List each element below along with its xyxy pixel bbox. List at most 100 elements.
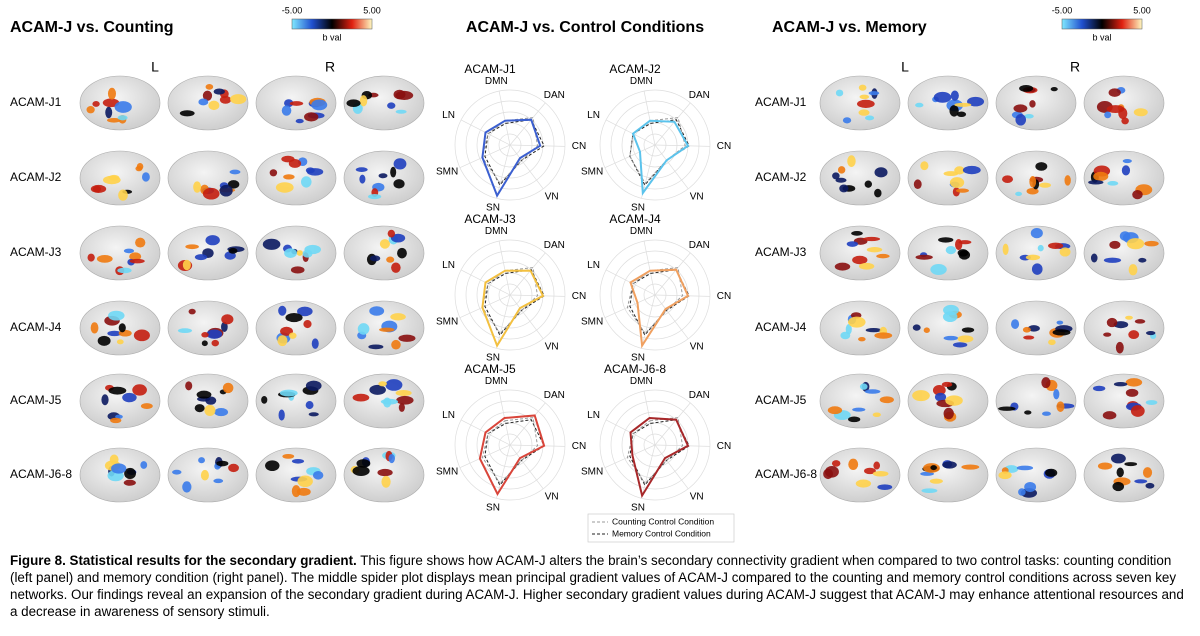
hemisphere-label: L [151,59,159,75]
brain-activation [876,253,890,259]
legend-label: Counting Control Condition [612,516,714,526]
brain-activation [1041,377,1051,389]
row-label: ACAM-J2 [10,170,62,184]
brain-activation [278,305,287,316]
brain-activation [1064,175,1071,186]
radar-ring [599,239,711,351]
brain-activation [391,339,401,350]
brain-activation [848,316,866,328]
brain-activation [277,335,288,347]
brain-activation [283,174,295,180]
brain-activation [308,412,319,417]
brain-activation [1104,111,1112,119]
brain-activation [1088,180,1104,185]
brain-activation [92,100,100,107]
brain-activation [201,340,208,347]
brain-activation [1042,411,1051,416]
brain-activation [840,331,851,340]
brain-activation [105,106,113,119]
brain-surface [255,150,337,206]
brain-activation [1053,389,1060,400]
radar-spoke [643,241,656,296]
brain-activation [265,460,280,472]
radar-axis-label: LN [442,410,455,421]
brain-activation [943,407,954,420]
brain-activation [188,308,196,315]
brain-surface [819,300,901,356]
brain-activation [114,101,132,113]
brain-activation [865,115,875,121]
radar-line [626,417,684,485]
radar-spoke [509,402,546,446]
brain-activation [866,247,883,253]
brain-activation [107,330,122,337]
brain-activation [213,88,225,95]
brain-activation [1107,181,1119,186]
colorbar-min: -5.00 [1052,5,1073,15]
brain-activation [1138,257,1147,263]
radar-axis-label: DMN [630,376,653,387]
brain-surface [995,225,1077,281]
brain-activation [305,380,322,391]
radar-axis-label: SMN [581,466,603,477]
radar-axis-label: SMN [581,316,603,327]
brain-activation [1121,165,1131,176]
brain-activation [200,469,209,481]
brain-activation [219,95,232,104]
brain-activation [868,91,880,96]
radar-title: ACAM-J4 [609,212,661,226]
brain-activation [201,332,209,338]
brain-activation [1030,228,1043,239]
brain-activation [1125,388,1139,397]
legend-label: Memory Control Condition [612,528,711,538]
brain-activation [198,457,205,464]
brain-activation [230,94,247,105]
brain-activation [229,169,241,175]
brain-activation [835,89,844,97]
brain-activation [967,96,985,107]
brain-activation [107,87,116,100]
radar-spoke [654,444,689,490]
brain-activation [1128,330,1140,339]
panel-title: ACAM-J vs. Counting [10,19,174,36]
radar-ring [632,122,678,168]
brain-activation [942,311,958,323]
brain-activation [1052,329,1071,336]
brain-activation [395,90,414,100]
radar-spoke [654,144,689,190]
brain-activation [923,327,930,333]
radar-axis-label: VN [690,491,704,502]
brain-activation [1106,317,1118,328]
radar-spoke [654,102,691,146]
brain-activation [1133,108,1148,117]
brain-activation [1134,479,1148,484]
brain-activation [877,484,893,490]
brain-activation [848,416,861,423]
radar-title: ACAM-J1 [464,62,516,76]
caption-label: Figure 8. Statistical results for the se… [10,553,357,568]
brain-surface [907,447,989,503]
brain-activation [288,159,302,168]
radar-title: ACAM-J2 [609,62,661,76]
brain-activation [301,176,312,188]
radar-axis-label: SN [486,203,500,214]
brain-activation [1130,405,1145,417]
brain-activation [390,313,406,321]
brain-activation [386,256,395,263]
brain-activation [1029,100,1036,108]
brain-activation [1102,411,1117,420]
brain-activation [1039,182,1051,188]
radar-spoke [509,294,544,340]
radar-title: ACAM-J5 [464,362,516,376]
brain-activation [962,165,981,175]
brain-surface [995,75,1077,131]
radar-spoke [654,252,691,296]
brain-activation [920,471,934,476]
brain-activation [942,461,957,469]
brain-activation [1048,339,1056,346]
radar-axis-label: DMN [485,226,508,237]
radar-axis-label: SMN [436,466,458,477]
brain-activation [872,470,889,477]
brain-activation [921,488,938,494]
radar-axis-label: VN [690,191,704,202]
